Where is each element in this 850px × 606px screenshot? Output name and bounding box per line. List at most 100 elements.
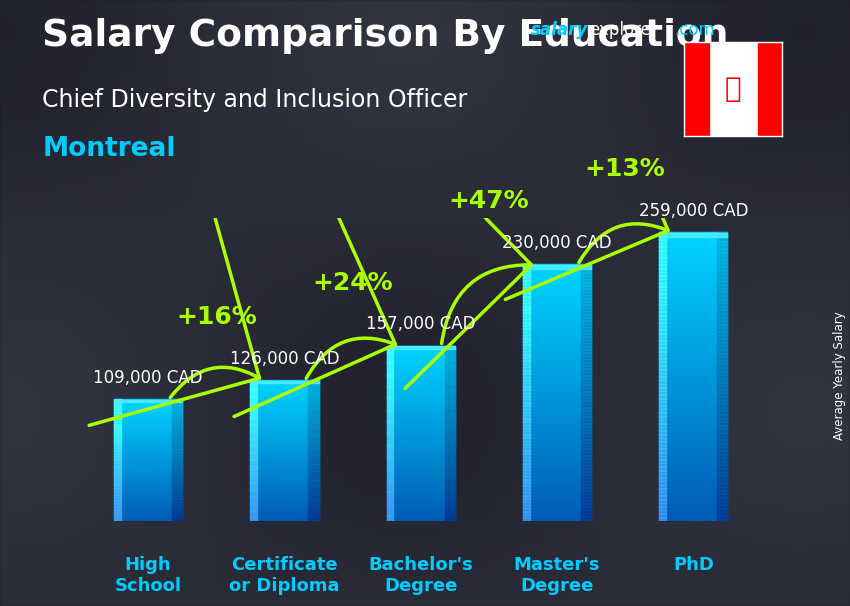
Bar [114, 466, 121, 468]
Bar [251, 518, 319, 519]
Bar [717, 412, 728, 416]
Bar [445, 364, 455, 366]
Bar [114, 442, 121, 444]
Bar [172, 489, 182, 491]
Bar [445, 353, 455, 355]
Bar [251, 433, 319, 435]
Bar [581, 373, 591, 377]
Bar [251, 428, 319, 430]
Bar [387, 390, 455, 392]
Bar [660, 326, 666, 330]
Bar [445, 385, 455, 388]
Bar [523, 438, 530, 441]
Bar [660, 254, 666, 258]
Bar [251, 516, 319, 518]
Bar [114, 478, 182, 480]
Bar [581, 399, 591, 402]
Bar [523, 264, 530, 268]
Bar [309, 505, 319, 507]
Bar [387, 451, 394, 453]
Bar [581, 447, 591, 451]
Bar [251, 419, 319, 421]
Bar [251, 430, 258, 431]
Bar [523, 488, 530, 492]
Bar [387, 353, 394, 355]
Bar [251, 465, 258, 467]
Bar [523, 476, 591, 479]
Bar [172, 422, 182, 424]
Bar [387, 433, 455, 436]
Bar [660, 344, 666, 348]
Bar [309, 456, 319, 458]
Bar [660, 441, 666, 445]
Bar [660, 254, 728, 258]
Bar [523, 354, 591, 358]
Bar [251, 435, 319, 437]
Bar [114, 512, 121, 513]
Bar [523, 428, 591, 431]
Bar [251, 391, 258, 393]
Bar [114, 513, 121, 515]
Bar [445, 444, 455, 447]
Bar [523, 335, 530, 339]
Bar [114, 465, 121, 467]
Bar [523, 322, 591, 326]
Bar [523, 485, 591, 489]
Bar [387, 453, 455, 456]
Bar [387, 407, 455, 410]
Bar [581, 325, 591, 329]
Bar [251, 402, 319, 404]
Bar [114, 474, 121, 476]
Bar [387, 361, 455, 364]
Bar [114, 408, 182, 410]
Bar [251, 435, 258, 437]
Bar [717, 416, 728, 420]
Bar [523, 482, 530, 486]
Bar [114, 430, 121, 431]
Bar [660, 384, 728, 388]
FancyArrowPatch shape [505, 68, 668, 299]
Bar [114, 504, 182, 506]
Bar [387, 462, 455, 464]
FancyArrowPatch shape [89, 208, 259, 425]
Bar [581, 331, 591, 335]
Bar [717, 481, 728, 485]
Bar [251, 454, 319, 456]
Bar [114, 436, 121, 438]
Bar [251, 494, 258, 496]
Bar [309, 440, 319, 442]
Bar [114, 471, 121, 473]
Bar [660, 330, 728, 333]
Bar [660, 290, 666, 294]
Bar [251, 459, 319, 462]
Bar [523, 470, 591, 473]
Bar [660, 351, 666, 355]
Bar [309, 395, 319, 396]
Bar [387, 375, 394, 377]
Bar [445, 379, 455, 381]
Bar [581, 405, 591, 409]
Bar [523, 380, 530, 384]
Bar [581, 316, 591, 319]
Bar [660, 513, 728, 518]
Bar [172, 450, 182, 451]
Bar [523, 447, 591, 451]
Bar [172, 408, 182, 410]
Bar [172, 448, 182, 450]
Bar [523, 498, 591, 502]
Bar [581, 271, 591, 275]
Bar [114, 463, 182, 465]
Bar [660, 412, 666, 416]
Bar [717, 470, 728, 474]
Bar [445, 411, 455, 414]
Bar [717, 322, 728, 327]
Bar [387, 394, 394, 396]
Bar [660, 376, 728, 381]
Bar [660, 365, 666, 370]
Bar [717, 290, 728, 294]
Bar [387, 365, 455, 368]
Bar [523, 411, 530, 416]
Bar [114, 481, 121, 483]
Bar [251, 502, 319, 504]
Bar [251, 493, 319, 495]
